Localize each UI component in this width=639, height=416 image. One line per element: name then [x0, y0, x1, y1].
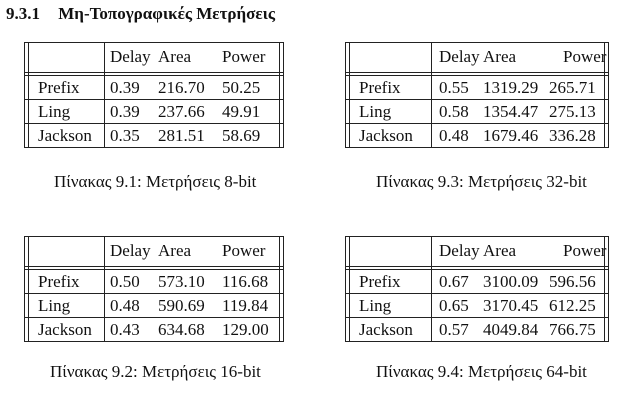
cell-power: 265.71 — [549, 77, 596, 97]
cell-delay: 0.43 — [110, 319, 140, 339]
column-header-area: Area — [158, 241, 192, 260]
row-label: Ling — [38, 295, 71, 315]
cell-power: 336.28 — [549, 125, 596, 145]
column-header-delay: Delay — [439, 47, 480, 66]
table-caption: Πίνακας 9.3: Μετρήσεις 32-bit — [376, 172, 587, 191]
cell-delay: 0.55 — [439, 77, 469, 97]
column-header-power: Power — [563, 241, 607, 260]
row-label: Prefix — [38, 271, 80, 291]
cell-power: 49.91 — [222, 101, 261, 121]
row-label: Ling — [359, 101, 392, 121]
cell-power: 50.25 — [222, 77, 261, 97]
cell-delay: 0.50 — [110, 271, 140, 291]
column-header-power: Power — [222, 241, 266, 260]
table-rules — [24, 42, 284, 148]
cell-area: 3100.09 — [483, 271, 539, 291]
cell-power: 766.75 — [549, 319, 596, 339]
data-table: Delay Area Power Prefix 0.39 216.70 50.25 Ling 0… — [24, 42, 284, 148]
cell-area: 1319.29 — [483, 77, 539, 97]
cell-power: 119.84 — [222, 295, 269, 315]
row-label: Ling — [38, 101, 71, 121]
data-table: Delay Area Power Prefix 0.67 3100.09 596.56 Lin… — [345, 236, 609, 342]
cell-delay: 0.35 — [110, 125, 140, 145]
cell-delay: 0.58 — [439, 101, 469, 121]
column-header-delay: Delay — [439, 241, 480, 260]
column-header-area: Area — [158, 47, 192, 66]
cell-delay: 0.48 — [439, 125, 469, 145]
cell-delay: 0.67 — [439, 271, 469, 291]
table-caption: Πίνακας 9.1: Μετρήσεις 8-bit — [54, 172, 257, 191]
section-number: 9.3.1 — [6, 4, 40, 23]
column-header-delay: Delay — [110, 241, 151, 260]
column-header-delay: Delay — [110, 47, 151, 66]
column-header-power: Power — [222, 47, 266, 66]
table-rules — [345, 236, 609, 342]
cell-power: 58.69 — [222, 125, 261, 145]
cell-power: 275.13 — [549, 101, 596, 121]
table-caption: Πίνακας 9.4: Μετρήσεις 64-bit — [376, 362, 587, 381]
cell-area: 1679.46 — [483, 125, 539, 145]
section-title: Μη-Τοπογραφικές Μετρήσεις — [58, 4, 276, 23]
table-rules — [24, 236, 284, 342]
column-header-power: Power — [563, 47, 607, 66]
cell-area: 4049.84 — [483, 319, 539, 339]
row-label: Jackson — [359, 125, 413, 145]
cell-delay: 0.57 — [439, 319, 469, 339]
cell-power: 612.25 — [549, 295, 596, 315]
data-table: Delay Area Power Prefix 0.55 1319.29 265.71 Lin… — [345, 42, 609, 148]
row-label: Prefix — [359, 77, 401, 97]
data-table: Delay Area Power Prefix 0.50 573.10 116.68 Ling… — [24, 236, 284, 342]
row-label: Jackson — [38, 125, 92, 145]
cell-area: 281.51 — [158, 125, 205, 145]
row-label: Jackson — [359, 319, 413, 339]
cell-area: 573.10 — [158, 271, 205, 291]
cell-power: 116.68 — [222, 271, 269, 291]
column-header-area: Area — [483, 241, 517, 260]
cell-area: 590.69 — [158, 295, 205, 315]
row-label: Jackson — [38, 319, 92, 339]
cell-delay: 0.48 — [110, 295, 140, 315]
cell-power: 596.56 — [549, 271, 596, 291]
cell-delay: 0.39 — [110, 77, 140, 97]
row-label: Prefix — [38, 77, 80, 97]
cell-area: 3170.45 — [483, 295, 539, 315]
cell-delay: 0.39 — [110, 101, 140, 121]
cell-area: 634.68 — [158, 319, 205, 339]
table-caption: Πίνακας 9.2: Μετρήσεις 16-bit — [50, 362, 261, 381]
table-rules — [345, 42, 609, 148]
row-label: Ling — [359, 295, 392, 315]
column-header-area: Area — [483, 47, 517, 66]
cell-delay: 0.65 — [439, 295, 469, 315]
cell-area: 1354.47 — [483, 101, 539, 121]
cell-area: 237.66 — [158, 101, 205, 121]
section-heading: 9.3.1 Μη-Τοπογραφικές Μετρήσεις — [6, 4, 275, 24]
cell-power: 129.00 — [222, 319, 269, 339]
row-label: Prefix — [359, 271, 401, 291]
cell-area: 216.70 — [158, 77, 205, 97]
